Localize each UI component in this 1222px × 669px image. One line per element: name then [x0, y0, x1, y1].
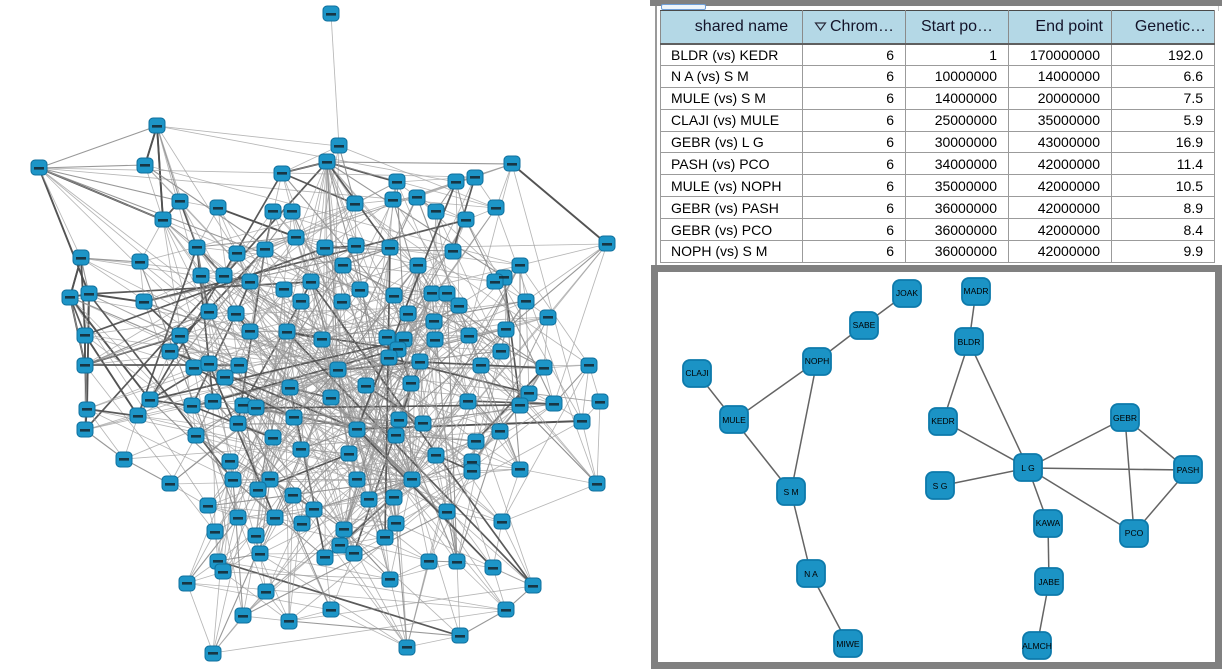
svg-text:JABE: JABE — [1038, 577, 1060, 587]
svg-text:S G: S G — [933, 481, 948, 491]
svg-text:MULE: MULE — [722, 415, 746, 425]
svg-text:CLAJI: CLAJI — [685, 368, 708, 378]
svg-text:L G: L G — [1021, 463, 1034, 473]
svg-text:KEDR: KEDR — [931, 416, 955, 426]
svg-text:KAWA: KAWA — [1036, 518, 1061, 528]
svg-text:MADR: MADR — [963, 286, 988, 296]
svg-text:N A: N A — [804, 569, 818, 579]
svg-text:PCO: PCO — [1125, 528, 1144, 538]
svg-text:GEBR: GEBR — [1113, 413, 1137, 423]
svg-text:SABE: SABE — [853, 320, 876, 330]
svg-text:S M: S M — [783, 487, 798, 497]
svg-text:ALMCH: ALMCH — [1022, 641, 1052, 651]
svg-text:JOAK: JOAK — [896, 288, 919, 298]
svg-text:BLDR: BLDR — [958, 337, 981, 347]
svg-text:NOPH: NOPH — [805, 356, 830, 366]
svg-text:MIWE: MIWE — [836, 639, 859, 649]
svg-text:PASH: PASH — [1177, 465, 1200, 475]
